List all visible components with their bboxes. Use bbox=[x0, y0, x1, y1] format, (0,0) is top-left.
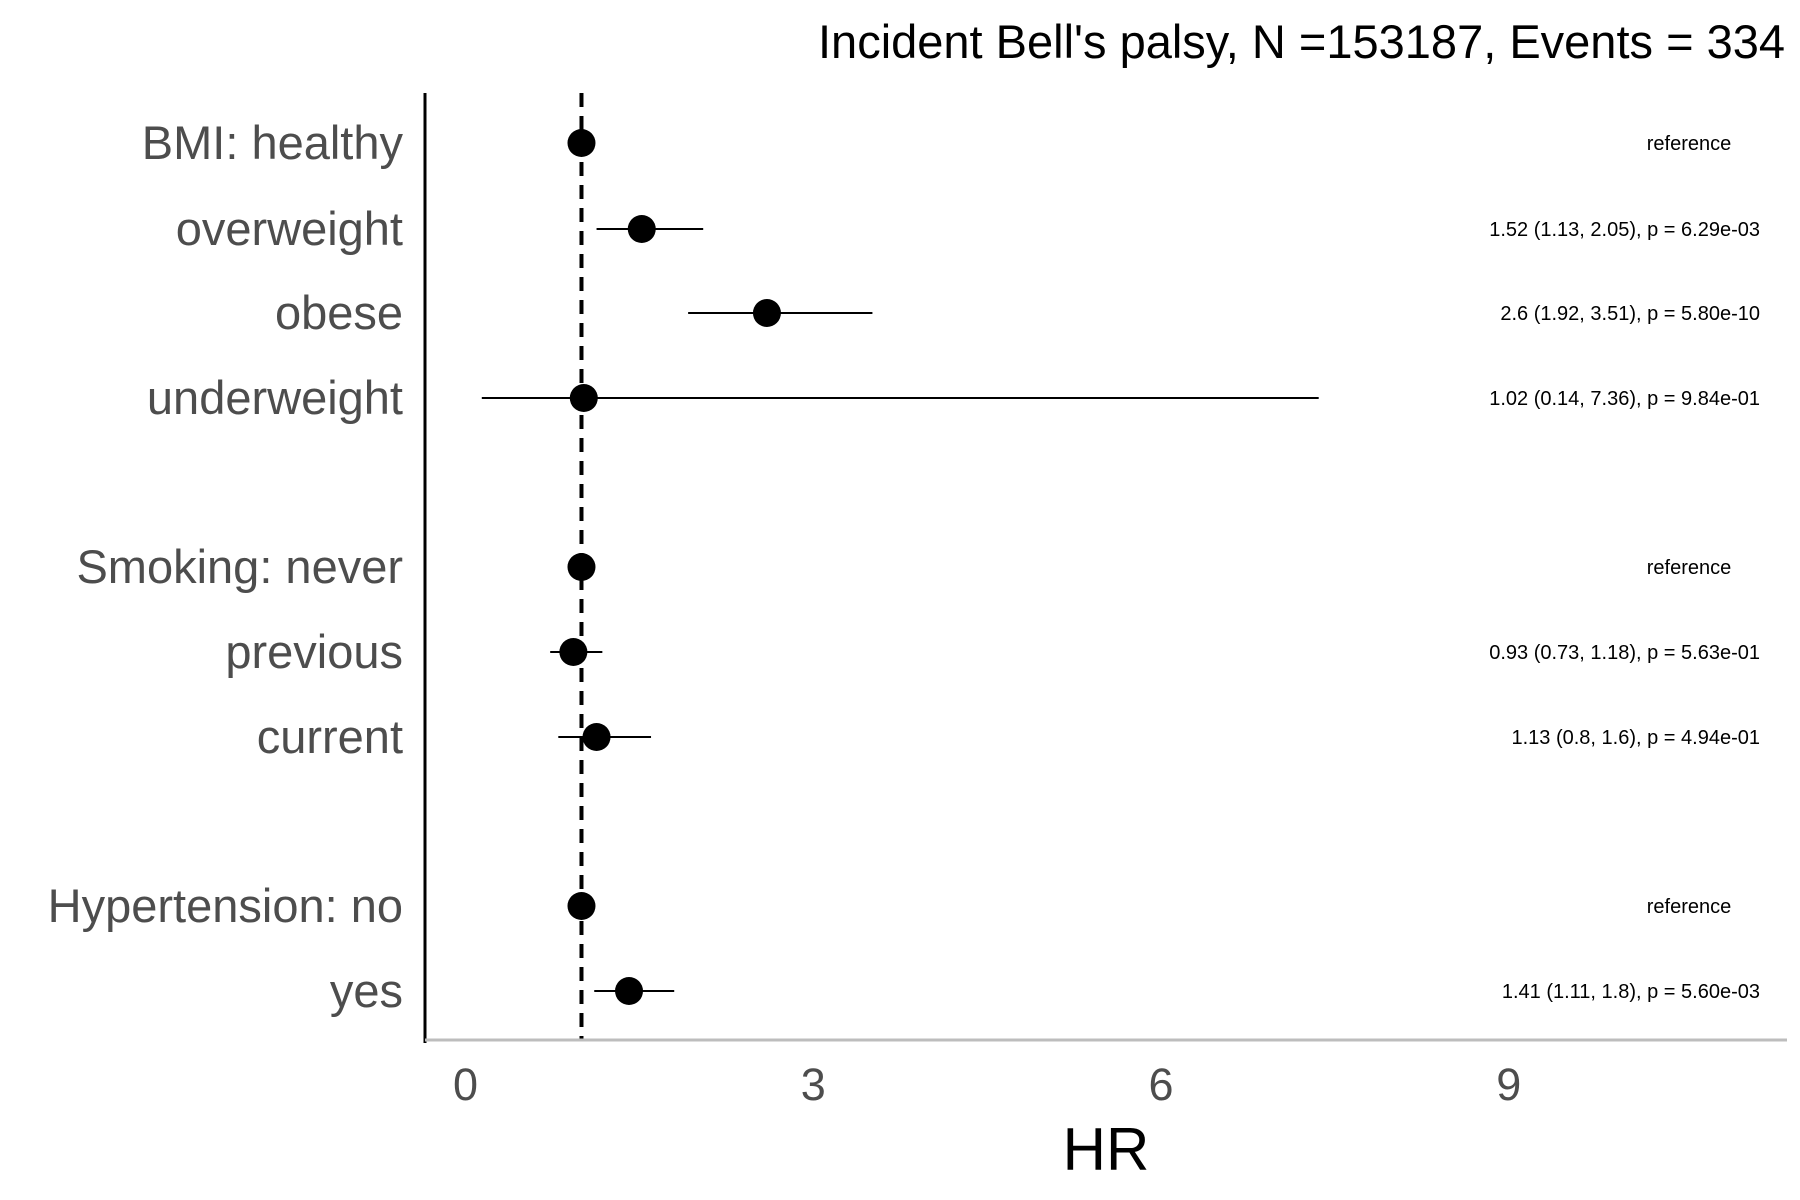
estimate-annotation: 1.13 (0.8, 1.6), p = 4.94e-01 bbox=[1511, 727, 1760, 749]
hr-point bbox=[627, 215, 656, 243]
confidence-intervals bbox=[481, 228, 1319, 992]
category-label: previous bbox=[225, 625, 403, 678]
hr-point bbox=[752, 299, 781, 327]
category-label: obese bbox=[275, 286, 403, 339]
category-label: overweight bbox=[176, 202, 403, 255]
hr-point bbox=[559, 638, 588, 666]
x-tick-label: 3 bbox=[801, 1059, 826, 1110]
category-label: BMI: healthy bbox=[142, 116, 404, 169]
estimate-annotation: 2.6 (1.92, 3.51), p = 5.80e-10 bbox=[1500, 303, 1760, 325]
x-tick-label: 6 bbox=[1149, 1059, 1174, 1110]
estimate-annotation: reference bbox=[1647, 896, 1732, 918]
category-label: underweight bbox=[147, 371, 403, 424]
estimate-annotation: reference bbox=[1647, 557, 1732, 579]
category-label: Smoking: never bbox=[76, 540, 403, 593]
category-label: Hypertension: no bbox=[48, 879, 403, 932]
estimate-annotation: 0.93 (0.73, 1.18), p = 5.63e-01 bbox=[1489, 642, 1760, 664]
category-label: yes bbox=[330, 964, 403, 1017]
hr-point bbox=[615, 977, 644, 1005]
category-label: current bbox=[257, 710, 403, 763]
estimate-annotation: reference bbox=[1647, 133, 1732, 155]
category-labels: BMI: healthy overweight obese underweight Sm… bbox=[48, 116, 404, 1017]
estimate-annotations: reference 1.52 (1.13, 2.05), p = 6.29e-03… bbox=[1489, 133, 1760, 1003]
estimate-annotation: 1.52 (1.13, 2.05), p = 6.29e-03 bbox=[1489, 219, 1760, 241]
hr-point bbox=[567, 553, 596, 581]
x-tick-label: 9 bbox=[1496, 1059, 1521, 1110]
estimate-annotation: 1.41 (1.11, 1.8), p = 5.60e-03 bbox=[1502, 981, 1760, 1003]
hr-point bbox=[569, 384, 598, 412]
chart-title: Incident Bell's palsy, N =153187, Events… bbox=[818, 15, 1785, 68]
x-tick-label: 0 bbox=[453, 1059, 478, 1110]
hr-point bbox=[567, 892, 596, 920]
hr-point bbox=[582, 723, 611, 751]
estimate-annotation: 1.02 (0.14, 7.36), p = 9.84e-01 bbox=[1489, 388, 1760, 410]
hazard-ratio-points bbox=[559, 129, 781, 1005]
x-axis-title: HR bbox=[1063, 1116, 1150, 1183]
hr-point bbox=[567, 129, 596, 157]
x-axis-ticks: 0 3 6 9 bbox=[453, 1059, 1521, 1110]
